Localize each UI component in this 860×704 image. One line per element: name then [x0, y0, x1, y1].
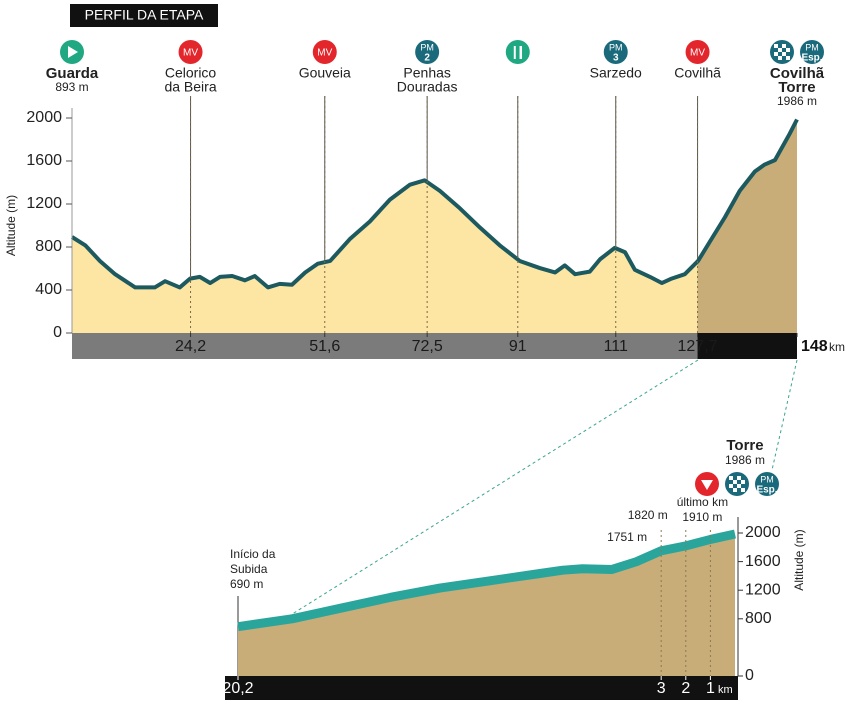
y-tick-label: 1600: [745, 553, 781, 570]
icon-glyph: [737, 484, 741, 488]
x-tick-label: 127,7: [678, 338, 718, 355]
x-tick-label: 2: [681, 680, 690, 697]
x-tick-label: 91: [509, 338, 527, 355]
y-tick-label: 400: [35, 281, 62, 298]
icon-glyph: [733, 480, 737, 484]
annotation-text: 1751 m: [607, 530, 647, 544]
x-tick-label: 111: [604, 338, 628, 355]
icon-category: Esp.: [801, 53, 822, 64]
waypoint-name: Sarzedo: [590, 65, 642, 81]
y-axis-title: Altitude (m): [4, 195, 18, 256]
x-tick-label: 1: [706, 680, 715, 697]
icon-mv: [178, 40, 203, 64]
icon-pm: [603, 40, 628, 64]
annotation-text: Início da: [230, 547, 276, 561]
chart-title: PERFIL DA ETAPA: [85, 7, 204, 23]
icon-glyph: [741, 480, 745, 484]
icon-glyph: [786, 56, 790, 60]
annotation-text: 1910 m: [682, 510, 722, 524]
x-unit: km: [829, 340, 845, 354]
annotation-text: 690 m: [230, 577, 263, 591]
y-tick-label: 0: [53, 324, 62, 341]
y-axis-title: Altitude (m): [792, 529, 806, 590]
waypoint-name: Celorico: [165, 65, 217, 81]
annotation-text: 1986 m: [725, 453, 765, 467]
zoom-connector: [771, 359, 798, 471]
waypoint-name: Covilhã: [770, 65, 825, 82]
icon-glyph: [782, 44, 786, 48]
icon-label: PM: [420, 42, 434, 52]
y-tick-label: 1600: [26, 152, 62, 169]
waypoint-name: Guarda: [46, 65, 99, 82]
x-tick-label: 20,2: [222, 680, 253, 697]
icon-mv: [685, 40, 710, 64]
annotation-text: Torre: [726, 437, 763, 454]
icon-glyph: [778, 48, 782, 52]
icon-glyph: [701, 480, 713, 490]
icon-label: PM: [609, 42, 623, 52]
annotation-text: 1820 m: [628, 508, 668, 522]
icon-glyph: [737, 476, 741, 480]
x-tick-label: 148: [801, 338, 828, 355]
icon-label: MV: [317, 48, 332, 59]
icon-glyph: [729, 484, 733, 488]
icon-glyph: [741, 488, 745, 492]
icon-glyph: [782, 52, 786, 56]
waypoint-name: Douradas: [397, 79, 458, 95]
icon-glyph: [786, 48, 790, 52]
zoom-connector: [237, 359, 699, 649]
icon-pm: [415, 40, 440, 64]
icon-category: 3: [613, 53, 619, 64]
x-unit: km: [718, 684, 733, 696]
icon-pm: [800, 40, 824, 64]
annotation-text: último km: [677, 495, 728, 509]
icon-label: MV: [690, 48, 705, 59]
x-tick-label: 3: [657, 680, 666, 697]
icon-glyph: [774, 44, 778, 48]
x-tick-label: 51,6: [309, 338, 340, 355]
icon-label: PM: [760, 474, 774, 484]
waypoint-name: Penhas: [403, 65, 450, 81]
icon-category: Esp.: [756, 485, 777, 496]
title-box: [70, 4, 218, 27]
waypoint-name: Covilhã: [674, 65, 721, 81]
waypoint-altitude: 1986 m: [777, 94, 817, 108]
icon-mv: [312, 40, 337, 64]
waypoint-altitude: 893 m: [55, 80, 88, 94]
icon-pm: [755, 472, 779, 496]
icon-glyph: [68, 46, 78, 58]
profile-line: [237, 529, 736, 632]
y-tick-label: 1200: [26, 195, 62, 212]
icon-glyph: [729, 476, 733, 480]
icon-feed: [505, 40, 530, 64]
waypoint-name: Torre: [778, 79, 815, 96]
icon-glyph: [774, 52, 778, 56]
y-tick-label: 800: [745, 610, 772, 627]
x-axis-bar: [225, 676, 738, 700]
icon-glyph: [733, 488, 737, 492]
profile-line: [70, 118, 799, 290]
annotation-text: Subida: [230, 562, 268, 576]
y-tick-label: 0: [745, 667, 754, 684]
y-tick-label: 2000: [26, 109, 62, 126]
y-tick-label: 800: [35, 238, 62, 255]
waypoint-name: da Beira: [164, 79, 216, 95]
icon-label: PM: [805, 42, 819, 52]
area-fill: [72, 119, 797, 333]
y-tick-label: 2000: [745, 524, 781, 541]
y-tick-label: 1200: [745, 581, 781, 598]
waypoint-name: Gouveia: [299, 65, 351, 81]
x-axis-bar-climb: [697, 333, 797, 359]
icon-glyph: [778, 56, 782, 60]
x-axis-bar: [72, 333, 797, 359]
icon-category: 2: [424, 53, 430, 64]
icon-label: MV: [183, 48, 198, 59]
x-tick-label: 24,2: [175, 338, 206, 355]
x-tick-label: 72,5: [412, 338, 443, 355]
